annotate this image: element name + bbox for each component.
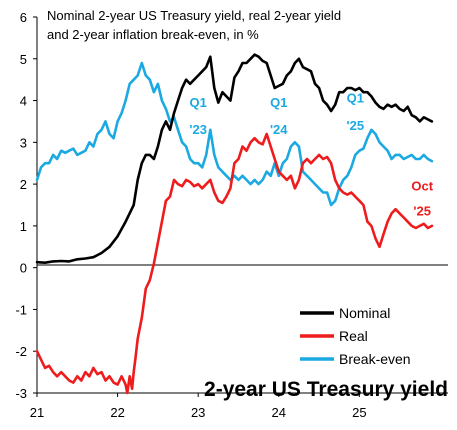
y-tick-label: 5 <box>20 52 27 67</box>
annotation-layer: Q1 '23 Q1 '24 Q1 '25 Oct '25 <box>189 91 433 219</box>
y-tick-label: -2 <box>15 344 27 359</box>
y-tick-label: 3 <box>20 135 27 150</box>
annotation-label: Oct <box>411 178 433 193</box>
chart-label: 2-year US Treasury yield <box>204 378 448 401</box>
series-line-break-even <box>35 61 434 207</box>
y-tick-label: 6 <box>20 10 27 25</box>
y-tick-label: 4 <box>20 94 27 109</box>
annotation-label: Q1 <box>347 91 364 106</box>
series-line-nominal <box>35 53 434 265</box>
annotation-label: Q1 <box>190 95 207 110</box>
legend-label-break-even: Break-even <box>339 351 411 367</box>
y-tick-label: -3 <box>15 386 27 401</box>
y-tick-label: 1 <box>20 219 27 234</box>
x-tick-label: 23 <box>191 405 205 420</box>
annotation-label: '23 <box>189 122 207 137</box>
y-tick-label: 2 <box>20 177 27 192</box>
y-tick-label: -1 <box>15 302 27 317</box>
legend: Nominal Real Break-even <box>300 305 411 367</box>
annotation-label: '25 <box>347 118 365 133</box>
x-tick-group: 21 22 23 24 25 <box>30 393 367 420</box>
annotation-label: '25 <box>413 203 431 218</box>
x-tick-label: 25 <box>352 405 366 420</box>
x-tick-label: 24 <box>272 405 286 420</box>
y-tick-label: 0 <box>20 261 27 276</box>
chart-title-line-1: Nominal 2-year US Treasury yield, real 2… <box>47 8 341 23</box>
legend-label-real: Real <box>339 328 368 344</box>
series-layer <box>35 53 434 395</box>
y-tick-group: 6 5 4 3 2 1 0 -1 -2 -3 <box>15 10 37 401</box>
annotation-label: Q1 <box>270 95 287 110</box>
legend-label-nominal: Nominal <box>339 305 390 321</box>
x-tick-label: 21 <box>30 405 44 420</box>
x-tick-label: 22 <box>110 405 124 420</box>
annotation-label: '24 <box>270 122 288 137</box>
series-line-real <box>35 132 434 395</box>
chart-title-line-2: and 2-year inflation break-even, in % <box>47 27 259 42</box>
